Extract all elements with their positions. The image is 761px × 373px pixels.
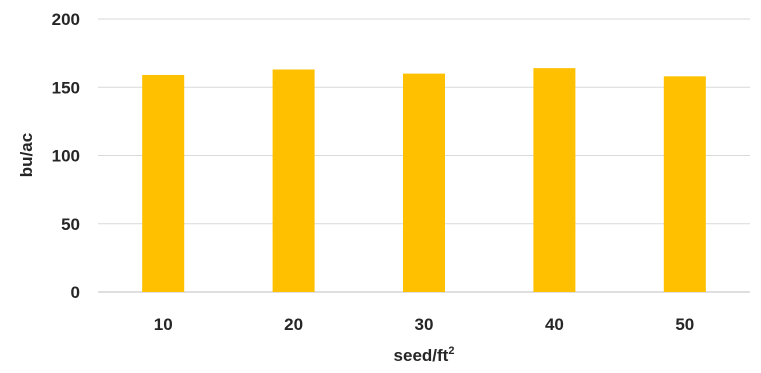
x-tick-label: 10 [154,315,173,334]
x-axis-ticks: 10 20 30 40 50 [154,315,695,334]
x-axis-title: seed/ft2 [394,345,455,365]
y-tick-label: 0 [71,283,80,302]
bar [533,68,576,292]
x-tick-label: 20 [284,315,303,334]
x-tick-label: 30 [415,315,434,334]
y-axis-title: bu/ac [17,133,36,177]
y-tick-label: 200 [52,10,80,29]
x-tick-label: 50 [675,315,694,334]
x-axis-title-text: seed/ft [394,346,449,365]
y-axis-ticks: 0 50 100 150 200 [52,10,80,302]
bar [663,76,706,292]
y-tick-label: 100 [52,147,80,166]
bars [142,68,706,292]
bar [142,74,185,292]
x-axis-title-superscript: 2 [448,345,454,357]
bar [272,69,315,292]
x-tick-label: 40 [545,315,564,334]
bar [403,73,445,292]
y-tick-label: 150 [52,78,80,97]
y-tick-label: 50 [61,215,80,234]
